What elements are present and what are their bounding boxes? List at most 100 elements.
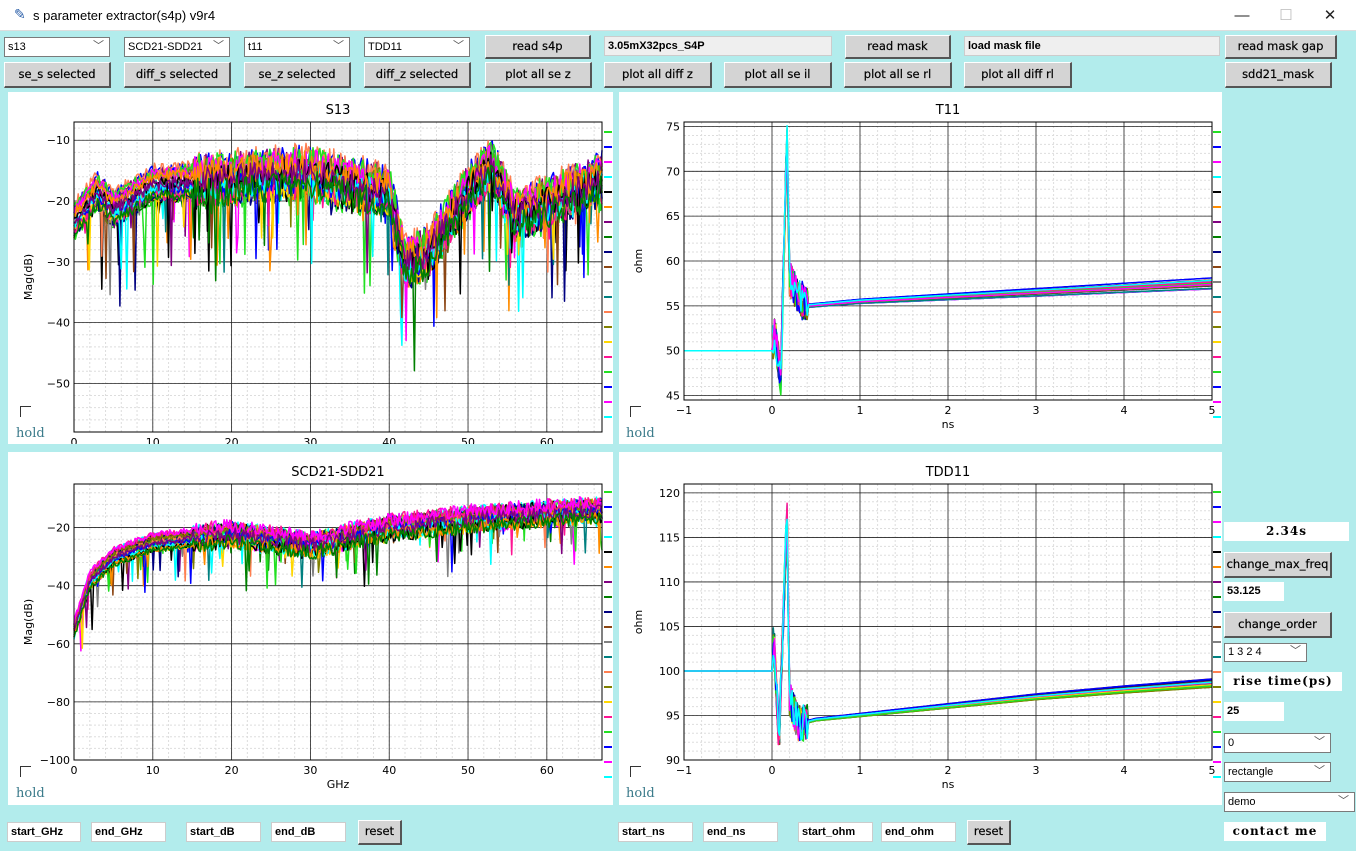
- select-value: t11: [248, 41, 263, 53]
- file-name-field[interactable]: 3.05mX32pcs_S4P: [604, 36, 832, 56]
- hold-label: hold: [626, 786, 655, 801]
- x-tick-label: 1: [857, 764, 864, 777]
- minimize-button[interactable]: —: [1234, 7, 1250, 24]
- se-z-param-select[interactable]: t11 ﹀: [244, 37, 350, 57]
- elapsed-time-label: 2.34s: [1224, 522, 1349, 541]
- option-select[interactable]: 0 ﹀: [1224, 733, 1331, 753]
- change-max-freq-button[interactable]: change_max_freq: [1224, 552, 1332, 578]
- end-ns-input[interactable]: end_ns: [703, 822, 778, 842]
- y-tick-label: 60: [666, 255, 680, 268]
- trace-line: [73, 504, 603, 631]
- end-ohm-input[interactable]: end_ohm: [881, 822, 956, 842]
- read-s4p-button[interactable]: read s4p: [485, 35, 591, 59]
- chart-title: SCD21-SDD21: [291, 465, 384, 480]
- x-axis-label: GHz: [327, 778, 350, 791]
- plot-all-diff-rl-button[interactable]: plot all diff rl: [964, 62, 1072, 88]
- sdd21-mask-button[interactable]: sdd21_mask: [1225, 62, 1332, 88]
- y-tick-label: 100: [659, 665, 680, 678]
- chevron-down-icon: ﹀: [213, 40, 224, 52]
- close-button[interactable]: ✕: [1323, 7, 1337, 24]
- end-ghz-input[interactable]: end_GHz: [91, 822, 166, 842]
- x-tick-label: 30: [303, 436, 317, 444]
- se-s-selected-button[interactable]: se_s selected: [4, 62, 111, 88]
- tdd11-plot-panel: −1 0 1 2 3 4 5 90 95 100 105 110 115 120 TDD11 ns ohm ho…: [619, 452, 1222, 805]
- select-value: 0: [1228, 737, 1235, 749]
- s13-plot-panel: 0102030405060−10−20−30−40−50S13GHzMag(dB…: [8, 92, 613, 463]
- hold-label: hold: [16, 786, 45, 801]
- x-tick-label: 10: [146, 764, 160, 777]
- x-tick-label: 3: [1033, 764, 1040, 777]
- x-tick-label: 5: [1209, 404, 1216, 417]
- x-tick-label: 4: [1121, 764, 1128, 777]
- diff-z-param-select[interactable]: TDD11 ﹀: [364, 37, 470, 57]
- y-tick-label: −100: [40, 754, 70, 767]
- hold-checkbox[interactable]: [630, 406, 641, 417]
- plot-all-diff-z-button[interactable]: plot all diff z: [604, 62, 712, 88]
- y-tick-label: 120: [659, 487, 680, 500]
- x-tick-label: −1: [676, 764, 692, 777]
- hold-checkbox[interactable]: [630, 766, 641, 777]
- mask-file-field[interactable]: load mask file: [964, 36, 1220, 56]
- rise-time-input[interactable]: 25: [1224, 702, 1284, 721]
- y-tick-label: 70: [666, 165, 680, 178]
- x-tick-label: 0: [71, 764, 78, 777]
- maximize-button[interactable]: ☐: [1279, 7, 1293, 24]
- trace-line: [684, 124, 1213, 370]
- start-ghz-input[interactable]: start_GHz: [7, 822, 81, 842]
- chevron-down-icon: ﹀: [93, 40, 104, 52]
- read-mask-button[interactable]: read mask: [845, 35, 951, 59]
- change-order-button[interactable]: change_order: [1224, 612, 1332, 638]
- x-tick-label: 10: [146, 436, 160, 444]
- app-feather-icon: ✎: [14, 6, 26, 22]
- start-ohm-input[interactable]: start_ohm: [798, 822, 873, 842]
- end-db-input[interactable]: end_dB: [271, 822, 346, 842]
- y-tick-label: −80: [47, 696, 70, 709]
- reset-time-button[interactable]: reset: [967, 820, 1011, 845]
- mode-select[interactable]: demo ﹀: [1224, 792, 1355, 812]
- x-tick-label: 60: [540, 764, 554, 777]
- y-axis-label: ohm: [632, 610, 645, 634]
- x-tick-label: 60: [540, 436, 554, 444]
- se-s-param-select[interactable]: s13 ﹀: [4, 37, 110, 57]
- s13-chart: 0102030405060−10−20−30−40−50S13GHzMag(dB…: [22, 103, 612, 463]
- select-value: rectangle: [1228, 766, 1274, 778]
- select-value: SCD21-SDD21: [128, 41, 203, 53]
- y-axis-label: ohm: [632, 249, 645, 273]
- start-db-input[interactable]: start_dB: [186, 822, 261, 842]
- hold-label: hold: [16, 426, 45, 441]
- chart-title: T11: [935, 103, 960, 118]
- x-tick-label: 4: [1121, 404, 1128, 417]
- axes-frame: [683, 121, 1213, 401]
- max-freq-input[interactable]: 53.125: [1224, 582, 1284, 601]
- window-type-select[interactable]: rectangle ﹀: [1224, 762, 1331, 782]
- x-tick-label: 40: [382, 764, 396, 777]
- diff-s-selected-button[interactable]: diff_s selected: [124, 62, 231, 88]
- diff-s-param-select[interactable]: SCD21-SDD21 ﹀: [124, 37, 230, 57]
- read-mask-gap-button[interactable]: read mask gap: [1225, 35, 1337, 59]
- hold-checkbox[interactable]: [20, 406, 31, 417]
- x-axis-label: ns: [942, 418, 955, 431]
- diff-z-selected-button[interactable]: diff_z selected: [364, 62, 471, 88]
- x-tick-label: 20: [225, 436, 239, 444]
- y-tick-label: −20: [47, 195, 70, 208]
- plot-all-se-il-button[interactable]: plot all se il: [724, 62, 832, 88]
- x-tick-label: 0: [769, 404, 776, 417]
- x-tick-label: 2: [945, 404, 952, 417]
- y-tick-label: 65: [666, 210, 680, 223]
- plot-all-se-rl-button[interactable]: plot all se rl: [844, 62, 952, 88]
- chevron-down-icon: ﹀: [1314, 736, 1325, 748]
- contact-me-link[interactable]: contact me: [1224, 822, 1326, 841]
- hold-checkbox[interactable]: [20, 766, 31, 777]
- trace-line: [684, 518, 1213, 741]
- reset-freq-button[interactable]: reset: [358, 820, 402, 845]
- se-z-selected-button[interactable]: se_z selected: [244, 62, 351, 88]
- y-tick-label: 45: [666, 390, 680, 403]
- y-tick-label: 55: [666, 300, 680, 313]
- plot-all-se-z-button[interactable]: plot all se z: [485, 62, 592, 88]
- x-tick-label: 0: [769, 764, 776, 777]
- port-order-select[interactable]: 1 3 2 4 ﹀: [1224, 643, 1307, 662]
- start-ns-input[interactable]: start_ns: [618, 822, 693, 842]
- x-tick-label: 0: [71, 436, 78, 444]
- y-tick-label: 75: [666, 120, 680, 133]
